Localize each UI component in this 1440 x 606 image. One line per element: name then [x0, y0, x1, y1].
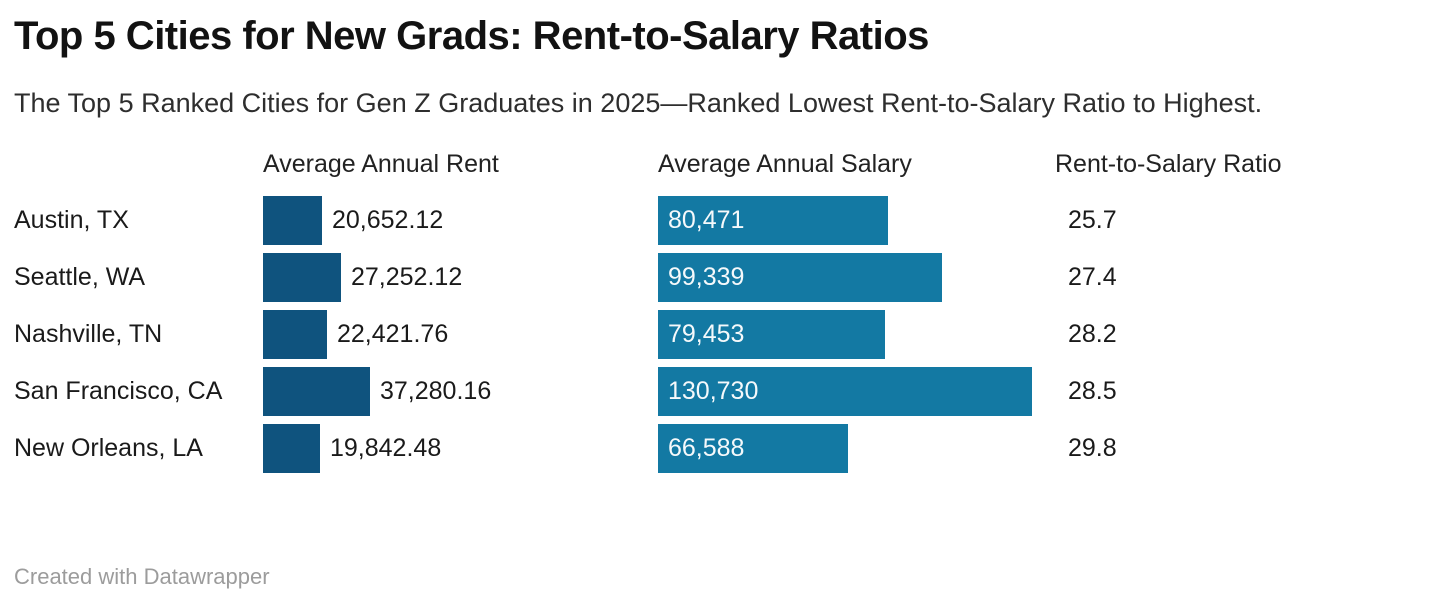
- chart-table: Average Annual Rent Average Annual Salar…: [14, 149, 1426, 477]
- chart-title: Top 5 Cities for New Grads: Rent-to-Sala…: [14, 14, 929, 58]
- city-label: San Francisco, CA: [14, 376, 223, 405]
- ratio-value: 27.4: [1068, 262, 1117, 291]
- ratio-value: 29.8: [1068, 433, 1117, 462]
- chart-subtitle: The Top 5 Ranked Cities for Gen Z Gradua…: [14, 88, 1263, 118]
- table-rows: Austin, TX 20,652.12 80,471 25.7 Seattle…: [14, 192, 1426, 477]
- city-label: Austin, TX: [14, 205, 129, 234]
- column-header-salary: Average Annual Salary: [658, 150, 912, 179]
- salary-cell: 130,730: [658, 366, 1055, 416]
- table-row: New Orleans, LA 19,842.48 66,588 29.8: [14, 420, 1426, 477]
- salary-value-label: 66,588: [668, 433, 745, 462]
- salary-value-label: 130,730: [668, 376, 759, 405]
- rent-value-label: 22,421.76: [337, 319, 449, 348]
- salary-cell: 80,471: [658, 195, 1055, 245]
- rent-bar: [263, 195, 322, 245]
- salary-value-label: 80,471: [668, 205, 745, 234]
- rent-value-label: 20,652.12: [332, 205, 444, 234]
- rent-bar: [263, 366, 370, 416]
- salary-bar: 80,471: [658, 195, 888, 245]
- rent-cell: 22,421.76: [263, 309, 658, 359]
- table-row: Seattle, WA 27,252.12 99,339 27.4: [14, 249, 1426, 306]
- city-label: New Orleans, LA: [14, 433, 203, 462]
- salary-cell: 79,453: [658, 309, 1055, 359]
- ratio-value: 28.2: [1068, 319, 1117, 348]
- column-header-ratio: Rent-to-Salary Ratio: [1055, 150, 1282, 179]
- rent-value-label: 37,280.16: [380, 376, 492, 405]
- rent-value-label: 27,252.12: [351, 262, 463, 291]
- salary-bar: 79,453: [658, 309, 885, 359]
- rent-value-label: 19,842.48: [330, 433, 442, 462]
- rent-cell: 19,842.48: [263, 423, 658, 473]
- table-row: San Francisco, CA 37,280.16 130,730 28.5: [14, 363, 1426, 420]
- table-row: Austin, TX 20,652.12 80,471 25.7: [14, 192, 1426, 249]
- city-label: Seattle, WA: [14, 262, 146, 291]
- salary-cell: 99,339: [658, 252, 1055, 302]
- salary-cell: 66,588: [658, 423, 1055, 473]
- salary-bar: 130,730: [658, 366, 1032, 416]
- rent-bar: [263, 309, 327, 359]
- salary-bar: 99,339: [658, 252, 942, 302]
- ratio-value: 28.5: [1068, 376, 1117, 405]
- table-row: Nashville, TN 22,421.76 79,453 28.2: [14, 306, 1426, 363]
- rent-bar: [263, 423, 320, 473]
- city-label: Nashville, TN: [14, 319, 163, 348]
- rent-cell: 37,280.16: [263, 366, 658, 416]
- rent-bar: [263, 252, 341, 302]
- salary-value-label: 99,339: [668, 262, 745, 291]
- salary-bar: 66,588: [658, 423, 848, 473]
- ratio-value: 25.7: [1068, 205, 1117, 234]
- rent-cell: 27,252.12: [263, 252, 658, 302]
- rent-cell: 20,652.12: [263, 195, 658, 245]
- table-header-row: Average Annual Rent Average Annual Salar…: [14, 149, 1426, 181]
- salary-value-label: 79,453: [668, 319, 745, 348]
- attribution-credit: Created with Datawrapper: [14, 564, 270, 589]
- column-header-rent: Average Annual Rent: [263, 150, 499, 179]
